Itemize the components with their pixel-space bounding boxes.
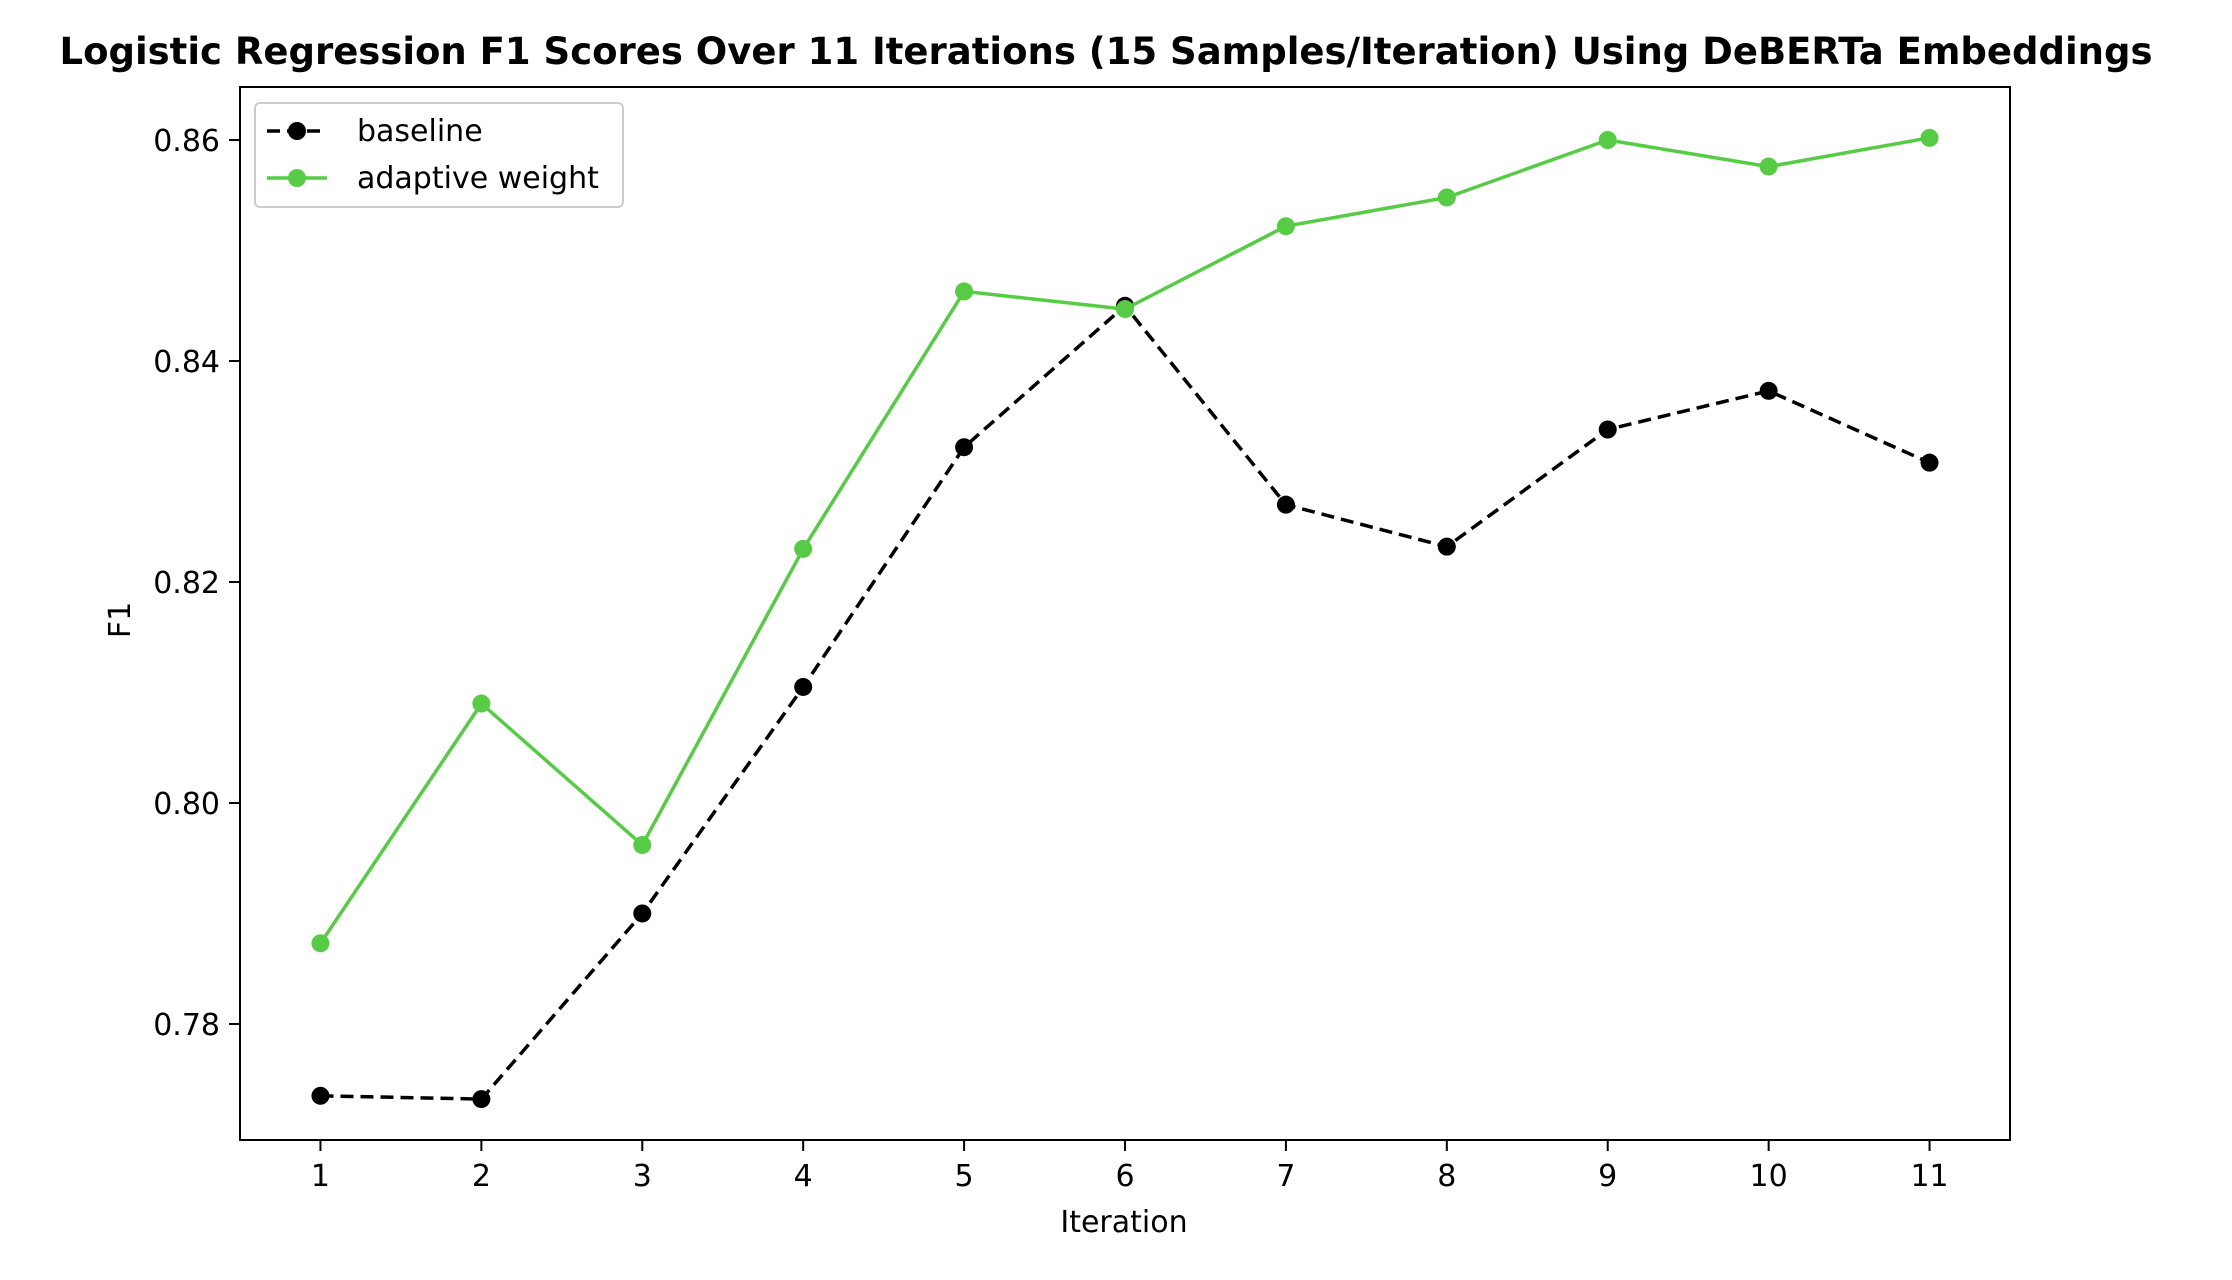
series-point-1 bbox=[955, 282, 974, 301]
y-tick-label: 0.78 bbox=[153, 1008, 220, 1043]
series-point-1 bbox=[1116, 300, 1134, 319]
y-tick-label: 0.86 bbox=[153, 124, 220, 159]
x-tick-label: 9 bbox=[1598, 1159, 1617, 1194]
plot-area: 1 2 3 4 5 6 7 8 9 10 11 0.78 0.80 0.82 0.84 0.86 bbox=[153, 86, 2011, 1194]
x-tick-label: 2 bbox=[472, 1159, 491, 1194]
series-point-1 bbox=[1759, 157, 1778, 176]
x-tick-label: 5 bbox=[955, 1159, 974, 1194]
x-tick-label: 11 bbox=[1910, 1159, 1948, 1194]
legend-label-1: adaptive weight bbox=[357, 161, 599, 196]
y-tick-label: 0.82 bbox=[153, 566, 220, 601]
y-tick-label: 0.84 bbox=[153, 345, 220, 380]
series-point-1 bbox=[1598, 131, 1617, 150]
legend-label-0: baseline bbox=[357, 114, 483, 149]
series-point-0 bbox=[1276, 495, 1295, 514]
series-point-0 bbox=[1437, 537, 1456, 556]
series-point-0 bbox=[1759, 381, 1778, 400]
x-tick-label: 4 bbox=[794, 1159, 813, 1194]
chart-title: Logistic Regression F1 Scores Over 11 It… bbox=[60, 30, 2153, 73]
series-point-1 bbox=[1437, 188, 1456, 207]
series-point-1 bbox=[1920, 128, 1939, 147]
series-point-1 bbox=[472, 694, 491, 713]
series-point-0 bbox=[1920, 453, 1939, 472]
legend-box bbox=[254, 102, 624, 208]
series-point-0 bbox=[794, 677, 813, 696]
x-tick-label: 7 bbox=[1276, 1159, 1295, 1194]
x-tick-label: 8 bbox=[1437, 1159, 1456, 1194]
x-tick-label: 10 bbox=[1750, 1159, 1788, 1194]
series-point-0 bbox=[633, 904, 652, 923]
series-point-1 bbox=[633, 835, 652, 854]
series-point-0 bbox=[311, 1086, 330, 1105]
series-point-0 bbox=[1598, 420, 1617, 439]
series-point-0 bbox=[955, 438, 974, 457]
series-point-1 bbox=[794, 539, 813, 558]
x-tick-label: 6 bbox=[1115, 1159, 1134, 1194]
legend-marker-1 bbox=[288, 169, 306, 187]
x-tick-label: 3 bbox=[633, 1159, 652, 1194]
x-tick-label: 1 bbox=[311, 1159, 330, 1194]
series-point-0 bbox=[472, 1090, 491, 1109]
series-point-1 bbox=[1276, 217, 1295, 236]
y-tick-label: 0.80 bbox=[153, 787, 220, 822]
x-axis-label: Iteration bbox=[1060, 1205, 1187, 1240]
legend: baseline adaptive weight bbox=[254, 102, 624, 208]
series-point-1 bbox=[311, 934, 330, 953]
legend-marker-0 bbox=[288, 122, 306, 140]
y-axis-label: F1 bbox=[103, 602, 138, 638]
